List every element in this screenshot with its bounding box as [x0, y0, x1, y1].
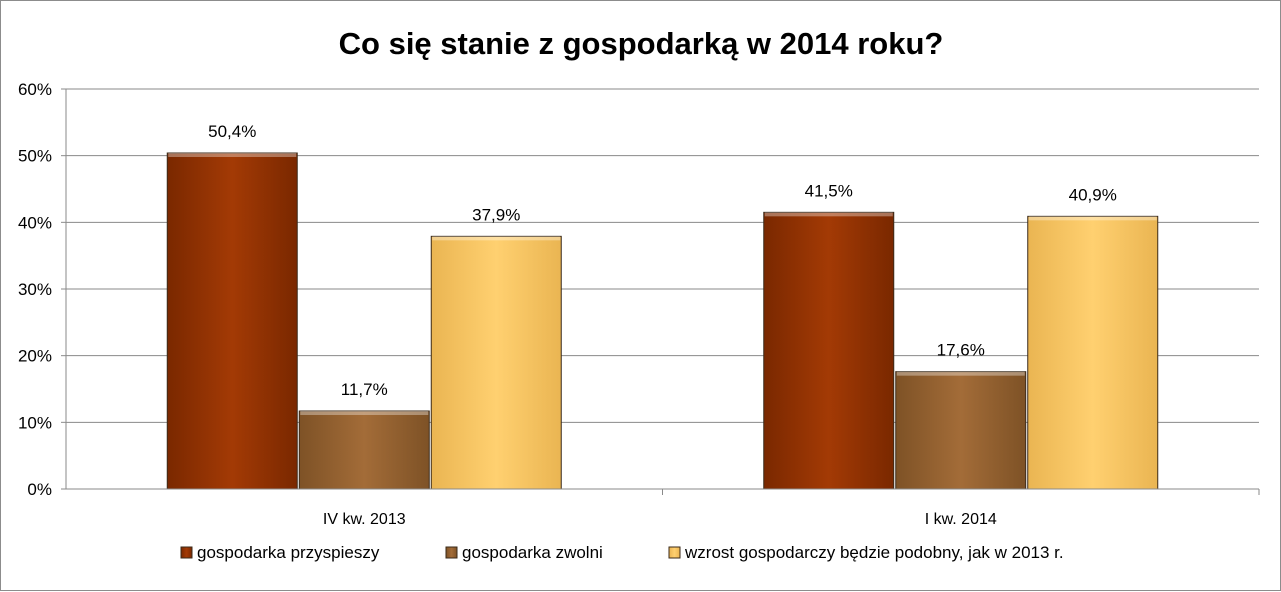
chart-title: Co się stanie z gospodarką w 2014 roku? [339, 26, 944, 61]
bar [763, 211, 895, 490]
bar-highlight [896, 371, 1025, 376]
y-tick-label: 50% [18, 147, 52, 166]
bar-highlight [764, 212, 893, 217]
axes [65, 89, 1260, 495]
x-category-label: IV kw. 2013 [323, 511, 406, 528]
y-tick-label: 20% [18, 347, 52, 366]
bar-highlight [300, 411, 429, 415]
data-label: 11,7% [341, 380, 388, 399]
legend-label: wzrost gospodarczy będzie podobny, jak w… [684, 543, 1064, 562]
x-axis-categories: IV kw. 2013 I kw. 2014 [323, 511, 997, 528]
bar-highlight [432, 236, 561, 241]
bar [1027, 215, 1159, 490]
bar [895, 371, 1027, 490]
data-label: 37,9% [472, 205, 520, 224]
bar [298, 410, 430, 490]
legend-swatch [180, 546, 193, 559]
x-category-label: I kw. 2014 [925, 511, 997, 528]
bars [166, 152, 1159, 490]
legend: gospodarka przyspieszy gospodarka zwolni w… [180, 543, 1064, 562]
legend-swatch [445, 546, 458, 559]
bar-highlight [1028, 216, 1157, 221]
data-label: 41,5% [805, 181, 853, 200]
y-tick-label: 40% [18, 213, 52, 232]
data-label: 40,9% [1069, 185, 1117, 204]
y-tick-label: 10% [18, 413, 52, 432]
legend-swatch [668, 546, 681, 559]
bar [430, 235, 562, 490]
data-labels: 50,4% 11,7% 37,9% 41,5% 17,6% 40,9% [208, 122, 1117, 399]
bar [166, 152, 298, 490]
y-tick-label: 30% [18, 280, 52, 299]
legend-label: gospodarka przyspieszy [197, 543, 380, 562]
y-tick-label: 60% [18, 80, 52, 99]
data-label: 50,4% [208, 122, 256, 141]
y-axis-ticks: 0% 10% 20% 30% 40% 50% 60% [18, 80, 66, 499]
y-tick-label: 0% [27, 480, 52, 499]
legend-label: gospodarka zwolni [462, 543, 603, 562]
data-label: 17,6% [937, 341, 985, 360]
bar-highlight [168, 153, 297, 157]
